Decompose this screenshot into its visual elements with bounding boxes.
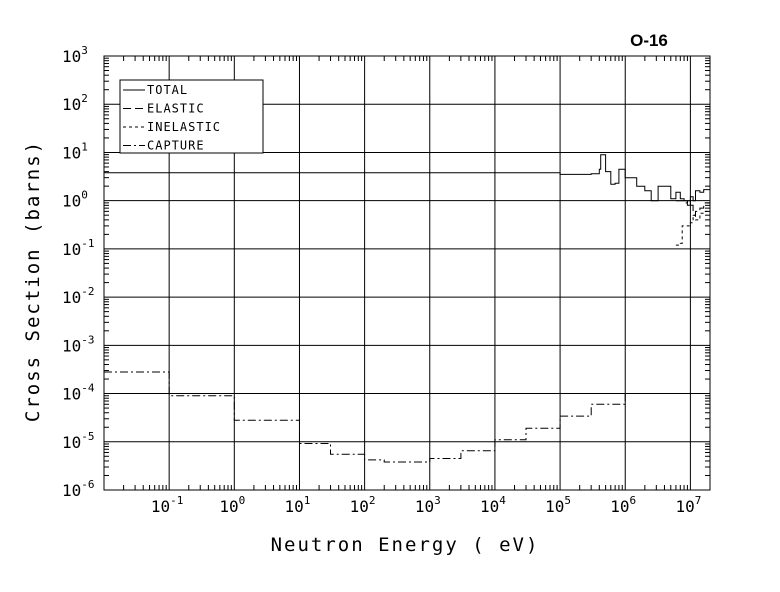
y-tick-label: 10-5 bbox=[62, 430, 95, 452]
series-line-elastic bbox=[675, 200, 711, 216]
y-tick-label: 10-1 bbox=[62, 237, 95, 259]
x-tick-label: 101 bbox=[285, 494, 311, 516]
x-tick-label: 106 bbox=[610, 494, 636, 516]
y-tick-label: 10-3 bbox=[62, 333, 95, 355]
x-tick-label: 105 bbox=[545, 494, 571, 516]
legend-label-elastic: ELASTIC bbox=[147, 102, 205, 116]
x-tick-label: 103 bbox=[415, 494, 441, 516]
x-tick-label: 102 bbox=[350, 494, 376, 516]
x-tick-label: 107 bbox=[675, 494, 701, 516]
series-line-capture bbox=[104, 371, 626, 463]
y-tick-label: 10-6 bbox=[62, 478, 95, 500]
legend-label-inelastic: INELASTIC bbox=[147, 120, 221, 134]
legend-box bbox=[119, 79, 264, 154]
minor-ticks bbox=[104, 56, 710, 490]
y-tick-label: 101 bbox=[62, 140, 88, 162]
y-axis-label: Cross Section (barns) bbox=[22, 140, 44, 422]
x-tick-label: 104 bbox=[480, 494, 506, 516]
legend-label-total: TOTAL bbox=[147, 83, 188, 97]
legend-label-capture: CAPTURE bbox=[147, 139, 205, 153]
y-tick-label: 103 bbox=[62, 44, 88, 66]
series-line-inelastic bbox=[675, 210, 710, 246]
x-tick-label: 10-1 bbox=[151, 494, 184, 516]
y-tick-label: 100 bbox=[62, 189, 88, 211]
chart-title: O-16 bbox=[630, 31, 668, 50]
legend: TOTAL ELASTIC INELASTIC CAPTURE bbox=[119, 79, 264, 154]
y-tick-label: 102 bbox=[62, 92, 88, 114]
plot-frame bbox=[103, 55, 711, 491]
series-line-total bbox=[104, 154, 711, 206]
x-axis-label: Neutron Energy ( eV) bbox=[271, 534, 540, 556]
y-tick-labels: 103 102 101 100 10-1 10-2 10-3 10-4 10-5 10-6 bbox=[62, 44, 95, 500]
series-layer bbox=[104, 154, 711, 463]
x-tick-label: 100 bbox=[219, 494, 245, 516]
x-tick-labels: 10-1 100 101 102 103 104 105 106 107 bbox=[151, 494, 701, 516]
y-tick-label: 10-4 bbox=[62, 382, 95, 404]
y-tick-label: 10-2 bbox=[62, 285, 95, 307]
